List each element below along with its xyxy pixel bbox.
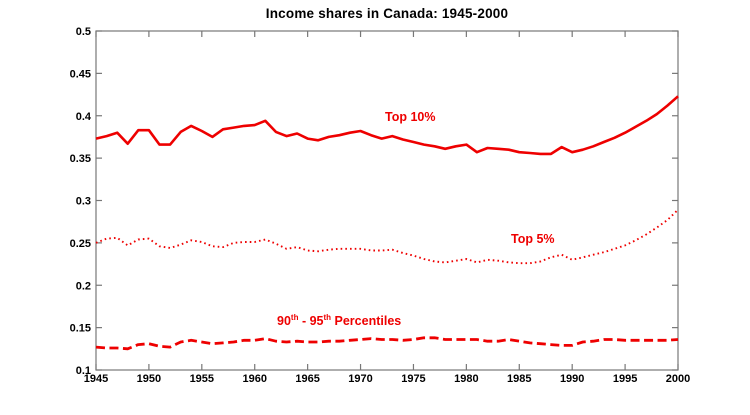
series-line-dotted xyxy=(95,209,679,265)
x-tick-label: 2000 xyxy=(666,373,690,385)
label-superscript: th xyxy=(323,312,332,322)
y-tick-label: 0.5 xyxy=(76,26,91,38)
series-label-top-5-percent: Top 5% xyxy=(511,232,555,246)
x-tick-label: 1945 xyxy=(84,373,108,385)
x-tick-label: 1960 xyxy=(242,373,266,385)
x-tick-label: 1980 xyxy=(454,373,478,385)
y-tick-label: 0.1 xyxy=(76,365,91,377)
label-text-part: - 95 xyxy=(298,314,324,328)
label-text-part: 90 xyxy=(277,314,291,328)
x-tick-label: 1975 xyxy=(401,373,425,385)
y-tick-label: 0.2 xyxy=(76,280,91,292)
series-label-90-95-percentiles: 90th - 95th Percentiles xyxy=(277,312,402,328)
x-tick-label: 1965 xyxy=(295,373,319,385)
x-tick-label: 1995 xyxy=(613,373,637,385)
y-tick-label: 0.25 xyxy=(70,238,91,250)
x-tick-label: 1950 xyxy=(137,373,161,385)
label-text-part: Percentiles xyxy=(331,314,402,328)
y-tick-label: 0.35 xyxy=(70,153,91,165)
x-tick-label: 1990 xyxy=(560,373,584,385)
x-tick-label: 1985 xyxy=(507,373,531,385)
y-tick-label: 0.4 xyxy=(76,111,92,123)
x-tick-label: 1970 xyxy=(348,373,372,385)
y-tick-label: 0.45 xyxy=(70,68,91,80)
y-tick-label: 0.15 xyxy=(70,323,91,335)
chart-title: Income shares in Canada: 1945-2000 xyxy=(265,6,509,21)
series-label-top-10-percent: Top 10% xyxy=(385,110,436,124)
label-superscript: th xyxy=(290,312,299,322)
series-line-solid xyxy=(95,95,679,156)
series-line-dashed xyxy=(95,336,679,351)
y-tick-label: 0.3 xyxy=(76,196,91,208)
x-tick-label: 1955 xyxy=(190,373,214,385)
